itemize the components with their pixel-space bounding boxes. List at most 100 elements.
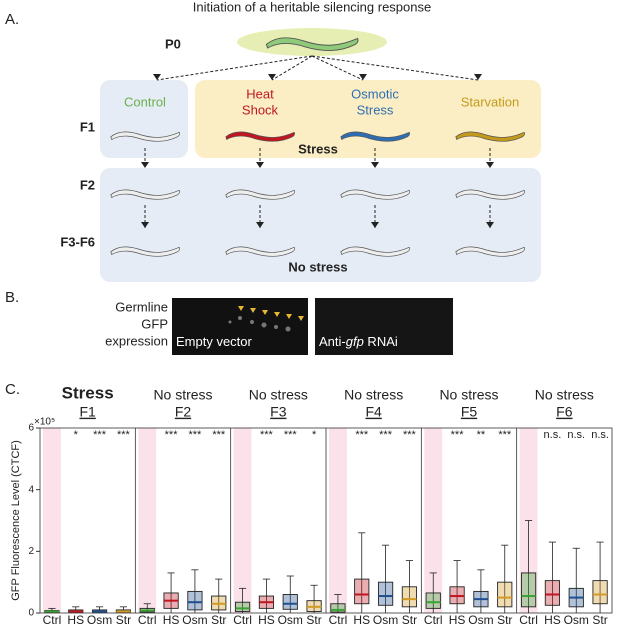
label-part: Anti- [319,334,346,349]
category-label: Osm [87,613,112,627]
significance: *** [117,429,131,441]
control-box [100,80,188,158]
generation-label: F3-F6 [60,234,95,249]
p0-label: P0 [165,36,181,51]
panel-a: A. Initiation of a heritable silencing r… [5,0,541,282]
group-title: No stress [153,387,212,403]
arrow-head [256,162,264,168]
category-label: HS [449,613,466,627]
caption: Germline [115,299,168,314]
condition-label: Control [124,94,166,109]
significance: *** [403,429,417,441]
significance: *** [355,429,369,441]
y-tick-label: 4 [28,484,34,495]
arrow [156,55,313,81]
category-label: Str [116,613,131,627]
group-title: No stress [439,387,498,403]
significance: *** [260,429,274,441]
category-label: HS [353,613,370,627]
significance: *** [93,429,107,441]
y-tick-label: 0 [28,608,34,619]
significance: n.s. [591,429,609,441]
significance: *** [379,429,393,441]
generation: F1 [79,404,96,420]
box [330,603,346,613]
arrow-head [256,222,264,228]
no-stress-label: No stress [288,259,347,274]
box [377,581,394,606]
category-label: HS [163,613,180,627]
box [497,581,513,608]
control-band [43,428,61,613]
category-label: Osm [182,613,207,627]
category-label: Ctrl [138,613,157,627]
significance: * [74,429,79,441]
panel-label: C. [5,381,20,398]
category-label: Ctrl [233,613,252,627]
generation: F5 [461,404,478,420]
label-part: RNAi [364,334,398,349]
generation: F4 [365,404,382,420]
category-label: Osm [468,613,493,627]
arrow-head [371,162,379,168]
control-band [138,428,157,613]
significance: *** [498,429,512,441]
box [234,601,251,612]
arrow-head [371,222,379,228]
category-label: Str [211,613,226,627]
box [592,580,608,605]
category-label: Ctrl [43,613,62,627]
significance: * [312,429,317,441]
control-band [233,428,252,613]
category-label: Ctrl [424,613,443,627]
panel-label: B. [5,289,19,306]
caption: expression [105,333,168,348]
box [401,586,418,608]
plot-frame [39,427,613,614]
arrow-head [153,74,161,80]
arrow [311,55,479,81]
category-label: HS [258,613,275,627]
significance: n.s. [544,429,562,441]
group-title: No stress [535,387,594,403]
condition-label: Heat [246,86,274,101]
category-label: Ctrl [519,613,538,627]
label-part: gfp [346,334,364,349]
box [187,590,203,611]
box [544,580,561,606]
caption: GFP [141,316,168,331]
category-label: Osm [564,613,589,627]
y-tick-label: 6 [28,423,34,434]
image-label: Anti-gfp RNAi [319,334,398,349]
significance: *** [451,429,465,441]
arrow-head [486,162,494,168]
y-axis-label: GFP Fluorescence Level (CTCF) [10,440,22,601]
arrow-head [474,74,482,80]
generation: F2 [175,404,192,420]
arrow-head [141,162,149,168]
category-label: Str [592,613,607,627]
box [425,592,441,609]
arrow-head [486,222,494,228]
box [520,572,537,608]
y-multiplier: ×10⁵ [34,417,55,428]
panel-b: B. Germline GFP expression Empty vector Anti… [5,289,453,355]
box [354,578,370,605]
arrow [311,55,364,81]
group-title: No stress [344,387,403,403]
category-label: Str [402,613,417,627]
condition-label: Shock [242,102,279,117]
generation-label: F2 [80,177,95,192]
significance: *** [212,429,226,441]
condition-label: Stress [357,102,394,117]
category-label: Osm [373,613,398,627]
group-title: No stress [249,387,308,403]
p0-halo [237,28,387,56]
panel-label: A. [5,11,19,28]
category-label: HS [67,613,84,627]
generation: F6 [556,404,573,420]
significance: *** [284,429,298,441]
control-band [424,428,443,613]
image-label: Empty vector [176,334,253,349]
